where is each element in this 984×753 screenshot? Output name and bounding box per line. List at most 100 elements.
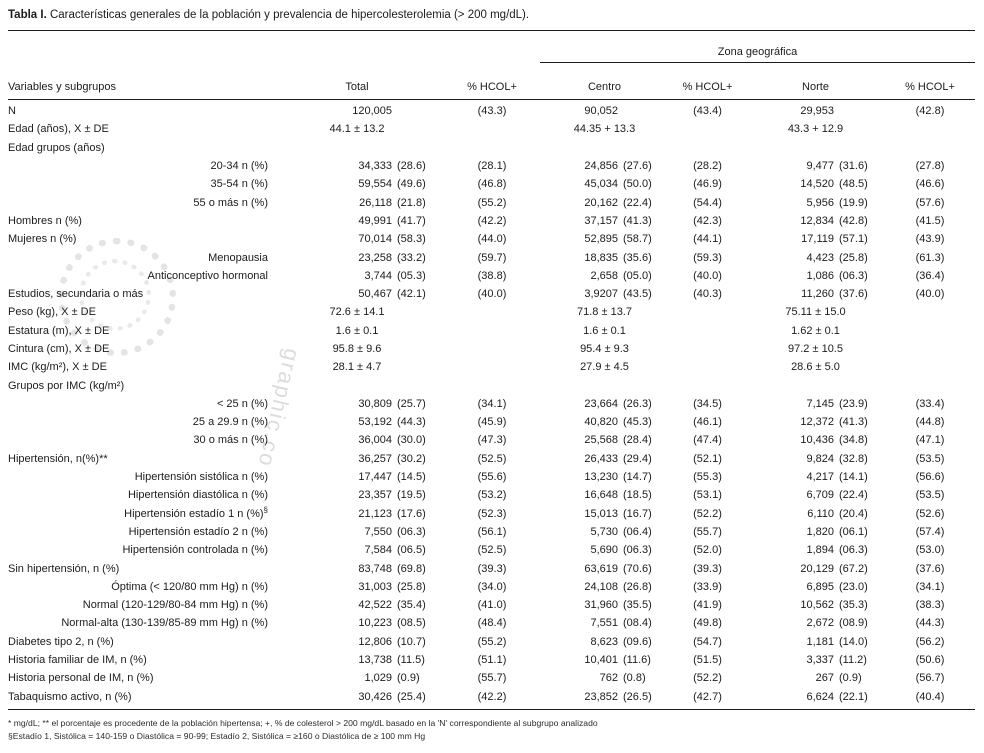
cell-hcol-centro: (52.0) xyxy=(693,544,722,557)
row-label-cell: Hipertensión controlada n (%) xyxy=(8,541,270,559)
cell-total-n: 3,744 xyxy=(364,269,392,282)
row-label-cell: 25 a 29.9 n (%) xyxy=(8,413,270,431)
cell-norte-n: 1,086 xyxy=(806,269,834,282)
row-label-cell: Óptima (< 120/80 mm Hg) n (%) xyxy=(8,578,270,596)
table-row: 20-34 n (%) 34,333 (28.6) (28.1) 24,856 (27.6… xyxy=(8,157,975,175)
cell-total-pct: (25.8) xyxy=(397,580,426,593)
row-label: Hipertensión estadío 2 n (%) xyxy=(128,525,268,538)
cell-total: 1.6 ± 0.1 xyxy=(335,324,379,337)
row-label: Hipertensión sistólica n (%) xyxy=(134,471,268,484)
table-row: Hipertensión estadío 2 n (%) 7,550 (06.3) (… xyxy=(8,523,975,541)
cell-centro-n: 8,623 xyxy=(590,635,618,648)
cell-centro-n: 2,658 xyxy=(590,269,618,282)
row-label: Normal-alta (130-139/85-89 mm Hg) n (%) xyxy=(61,617,268,630)
table-row: Anticonceptivo hormonal 3,744 (05.3) (38.8)… xyxy=(8,267,975,285)
cell-total-pct: (21.8) xyxy=(397,196,426,209)
row-label-cell: 35-54 n (%) xyxy=(8,175,270,193)
cell-total-n: 30,809 xyxy=(358,397,392,410)
cell-norte-n: 1,894 xyxy=(806,544,834,557)
cell-total-pct: (10.7) xyxy=(397,635,426,648)
cell-hcol-centro: (42.3) xyxy=(693,214,722,227)
cell-total-pct: (08.5) xyxy=(397,617,426,630)
cell-norte-n: 11,260 xyxy=(801,288,834,301)
row-label-cell: Hipertensión sistólica n (%) xyxy=(8,468,270,486)
row-label-cell: Hipertensión diastólica n (%) xyxy=(8,486,270,504)
cell-hcol-total: (53.2) xyxy=(477,489,507,502)
row-label: Anticonceptivo hormonal xyxy=(147,269,268,282)
table-row: Hipertensión estadío 1 n (%)§ 21,123 (17.6… xyxy=(8,505,975,523)
row-label: Hipertensión estadío 1 n (%) xyxy=(124,507,264,520)
cell-total-n: 17,447 xyxy=(358,471,392,484)
cell-centro-pct: (14.7) xyxy=(623,471,652,484)
row-label: Historia personal de IM, n (%) xyxy=(8,672,154,685)
cell-norte-n: 7,145 xyxy=(806,397,834,410)
cell-centro-n: 24,108 xyxy=(584,580,618,593)
row-label-cell: Hipertensión estadío 2 n (%) xyxy=(8,523,270,541)
cell-hcol-centro: (47.4) xyxy=(693,434,722,447)
cell-norte-pct: (14.1) xyxy=(839,471,868,484)
cell-norte-n: 6,709 xyxy=(806,489,834,502)
cell-hcol-total: (52.3) xyxy=(477,507,507,520)
table-row: 25 a 29.9 n (%) 53,192 (44.3) (45.9) 40,820 (… xyxy=(8,413,975,431)
cell-norte-n: 6,110 xyxy=(807,507,834,520)
cell-centro-n: 40,820 xyxy=(584,416,618,429)
cell-total-pct: (42.1) xyxy=(397,288,426,301)
cell-hcol-norte: (53.5) xyxy=(915,452,945,465)
row-label: Estatura (m), X ± DE xyxy=(8,324,110,337)
cell-norte-pct: (57.1) xyxy=(839,233,868,246)
cell-centro-pct: (22.4) xyxy=(623,196,652,209)
row-label: Estudios, secundaria o más xyxy=(8,288,144,301)
row-label: Edad grupos (años) xyxy=(8,141,105,154)
cell-hcol-centro: (43.4) xyxy=(693,105,722,118)
cell-hcol-centro: (44.1) xyxy=(693,233,722,246)
cell-norte-pct: (41.3) xyxy=(839,416,868,429)
col-header-hcol-centro: % HCOL+ xyxy=(682,81,733,93)
cell-centro-n: 3,9207 xyxy=(584,288,618,301)
cell-total-n: 26,118 xyxy=(359,196,392,209)
cell-hcol-centro: (46.1) xyxy=(693,416,722,429)
cell-hcol-norte: (53.5) xyxy=(915,489,945,502)
row-label: 20-34 n (%) xyxy=(210,160,268,173)
cell-norte-pct: (42.8) xyxy=(839,214,868,227)
row-label: Historia familiar de IM, n (%) xyxy=(8,654,147,667)
table-row: Sin hipertensión, n (%) 83,748 (69.8) (39.3… xyxy=(8,559,975,577)
cell-hcol-centro: (49.8) xyxy=(693,617,722,630)
cell-hcol-norte: (52.6) xyxy=(915,507,945,520)
cell-hcol-total: (44.0) xyxy=(477,233,507,246)
cell-centro-n: 7,551 xyxy=(590,617,618,630)
cell-centro-pct: (05.0) xyxy=(623,269,652,282)
cell-hcol-norte: (47.1) xyxy=(915,434,945,447)
cell-hcol-total: (56.1) xyxy=(477,525,507,538)
table-title: Tabla I. Características generales de la… xyxy=(8,0,975,31)
col-header-total: Total xyxy=(345,81,369,93)
cell-centro-n: 90,052 xyxy=(584,105,618,118)
cell-total-n: 12,806 xyxy=(358,635,392,648)
cell-centro-n: 20,162 xyxy=(584,196,618,209)
cell-hcol-norte: (56.7) xyxy=(915,672,945,685)
cell-centro-pct: (16.7) xyxy=(623,507,652,520)
cell-norte-pct: (0.9) xyxy=(839,672,862,685)
cell-total-n: 30,426 xyxy=(358,690,392,703)
row-label: Tabaquismo activo, n (%) xyxy=(8,690,132,703)
cell-hcol-centro: (39.3) xyxy=(693,562,722,575)
cell-hcol-total: (52.5) xyxy=(477,544,507,557)
table-row: Diabetes tipo 2, n (%) 12,806 (10.7) (55.2)… xyxy=(8,633,975,651)
table-row: Edad (años), X ± DE 44.1 ± 13.2 44.35 + 13… xyxy=(8,120,975,138)
cell-centro-n: 5,730 xyxy=(590,525,618,538)
cell-hcol-norte: (36.4) xyxy=(915,269,945,282)
cell-hcol-norte: (42.8) xyxy=(915,105,945,118)
cell-centro-n: 45,034 xyxy=(584,178,618,191)
cell-norte-pct: (25.8) xyxy=(839,251,868,264)
cell-total-pct: (19.5) xyxy=(397,489,426,502)
cell-centro-pct: (35.6) xyxy=(623,251,652,264)
cell-norte-pct: (20.4) xyxy=(839,507,868,520)
cell-centro-n: 37,157 xyxy=(584,214,618,227)
cell-hcol-norte: (44.8) xyxy=(915,416,945,429)
row-label-cell: Peso (kg), X ± DE xyxy=(8,303,270,321)
row-label-cell: Historia personal de IM, n (%) xyxy=(8,669,270,687)
cell-total-n: 50,467 xyxy=(358,288,392,301)
row-label: Hipertensión controlada n (%) xyxy=(122,544,268,557)
cell-total-n: 83,748 xyxy=(358,562,392,575)
row-label-cell: Normal (120-129/80-84 mm Hg) n (%) xyxy=(8,596,270,614)
row-label: Diabetes tipo 2, n (%) xyxy=(8,635,114,648)
